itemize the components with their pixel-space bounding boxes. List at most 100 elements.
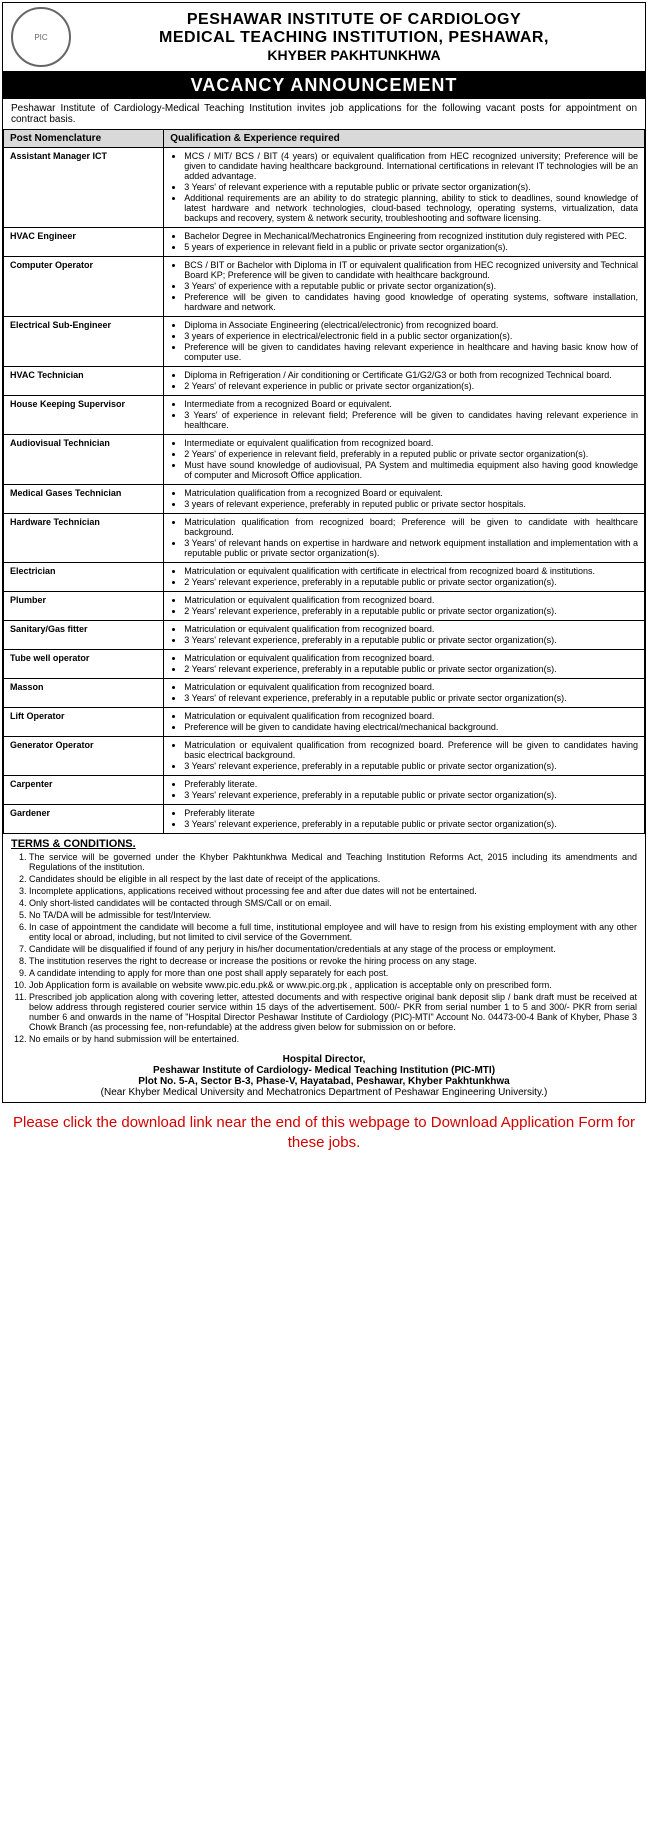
term-item: Candidate will be disqualified if found … (29, 944, 637, 954)
req-item: 3 Years' relevant experience, preferably… (184, 819, 638, 829)
req-item: Preferably literate (184, 808, 638, 818)
req-item: Preferably literate. (184, 779, 638, 789)
post-req-cell: Matriculation qualification from a recog… (164, 485, 645, 514)
post-name-cell: Plumber (4, 592, 164, 621)
req-item: 3 years of relevant experience, preferab… (184, 499, 638, 509)
req-item: Intermediate from a recognized Board or … (184, 399, 638, 409)
req-item: BCS / BIT or Bachelor with Diploma in IT… (184, 260, 638, 280)
footer-addr: Plot No. 5-A, Sector B-3, Phase-V, Hayat… (11, 1076, 637, 1087)
req-item: Matriculation qualification from recogni… (184, 517, 638, 537)
term-item: No TA/DA will be admissible for test/Int… (29, 910, 637, 920)
terms-header: TERMS & CONDITIONS. (3, 834, 645, 852)
req-item: 3 Years' of relevant experience with a r… (184, 182, 638, 192)
term-item: The institution reserves the right to de… (29, 956, 637, 966)
req-item: Additional requirements are an ability t… (184, 193, 638, 223)
post-name-cell: HVAC Engineer (4, 228, 164, 257)
intro-text: Peshawar Institute of Cardiology-Medical… (3, 99, 645, 129)
req-item: 3 Years' of experience with a reputable … (184, 281, 638, 291)
req-item: 2 Years' of relevant experience in publi… (184, 381, 638, 391)
post-req-cell: BCS / BIT or Bachelor with Diploma in IT… (164, 257, 645, 317)
term-item: A candidate intending to apply for more … (29, 968, 637, 978)
table-row: Electrical Sub-EngineerDiploma in Associ… (4, 317, 645, 367)
req-item: 3 Years' relevant experience, preferably… (184, 635, 638, 645)
table-row: Hardware Technician Matriculation qualifi… (4, 514, 645, 563)
table-row: HVAC Engineer Bachelor Degree in Mechanic… (4, 228, 645, 257)
req-item: 2 Years' relevant experience, preferably… (184, 577, 638, 587)
th-post: Post Nomenclature (4, 130, 164, 148)
post-req-cell: Diploma in Associate Engineering (electr… (164, 317, 645, 367)
post-req-cell: Matriculation qualification from recogni… (164, 514, 645, 563)
post-name-cell: Masson (4, 679, 164, 708)
post-name-cell: HVAC Technician (4, 367, 164, 396)
post-name-cell: Hardware Technician (4, 514, 164, 563)
header-line3: KHYBER PAKHTUNKHWA (71, 47, 637, 63)
table-row: Electrician Matriculation or equivalent q… (4, 563, 645, 592)
post-name-cell: Electrician (4, 563, 164, 592)
post-name-cell: Gardener (4, 805, 164, 834)
term-item: Incomplete applications, applications re… (29, 886, 637, 896)
terms-section: The service will be governed under the K… (3, 852, 645, 1050)
header-line2: MEDICAL TEACHING INSTITUTION, PESHAWAR, (71, 29, 637, 47)
req-item: Matriculation or equivalent qualificatio… (184, 711, 638, 721)
table-row: Computer Operator BCS / BIT or Bachelor w… (4, 257, 645, 317)
req-item: Preference will be given to candidate ha… (184, 722, 638, 732)
table-row: House Keeping Supervisor Intermediate fro… (4, 396, 645, 435)
table-row: Plumber Matriculation or equivalent quali… (4, 592, 645, 621)
req-item: 2 Years' relevant experience, preferably… (184, 664, 638, 674)
header-text: PESHAWAR INSTITUTE OF CARDIOLOGY MEDICAL… (71, 11, 637, 63)
post-req-cell: MCS / MIT/ BCS / BIT (4 years) or equiva… (164, 148, 645, 228)
req-item: 3 years of experience in electrical/elec… (184, 331, 638, 341)
req-item: Preference will be given to candidates h… (184, 342, 638, 362)
footer-org: Peshawar Institute of Cardiology- Medica… (11, 1065, 637, 1076)
term-item: Prescribed job application along with co… (29, 992, 637, 1032)
req-item: Diploma in Associate Engineering (electr… (184, 320, 638, 330)
post-req-cell: Preferably literate3 Years' relevant exp… (164, 805, 645, 834)
post-name-cell: Medical Gases Technician (4, 485, 164, 514)
req-item: Matriculation or equivalent qualificatio… (184, 653, 638, 663)
download-note: Please click the download link near the … (0, 1105, 648, 1160)
term-item: The service will be governed under the K… (29, 852, 637, 872)
req-item: Matriculation or equivalent qualificatio… (184, 740, 638, 760)
post-req-cell: Intermediate or equivalent qualification… (164, 435, 645, 485)
table-row: Masson Matriculation or equivalent qualif… (4, 679, 645, 708)
term-item: Only short-listed candidates will be con… (29, 898, 637, 908)
post-req-cell: Matriculation or equivalent qualificatio… (164, 592, 645, 621)
post-req-cell: Matriculation or equivalent qualificatio… (164, 621, 645, 650)
table-row: Medical Gases TechnicianMatriculation qu… (4, 485, 645, 514)
post-req-cell: Diploma in Refrigeration / Air condition… (164, 367, 645, 396)
post-name-cell: Computer Operator (4, 257, 164, 317)
term-item: Job Application form is available on web… (29, 980, 637, 990)
post-req-cell: Matriculation or equivalent qualificatio… (164, 679, 645, 708)
req-item: Matriculation or equivalent qualificatio… (184, 624, 638, 634)
post-name-cell: Tube well operator (4, 650, 164, 679)
req-item: Matriculation or equivalent qualificatio… (184, 682, 638, 692)
term-item: In case of appointment the candidate wil… (29, 922, 637, 942)
req-item: 3 Years' of experience in relevant field… (184, 410, 638, 430)
req-item: Bachelor Degree in Mechanical/Mechatroni… (184, 231, 638, 241)
req-item: Matriculation or equivalent qualificatio… (184, 595, 638, 605)
post-name-cell: Generator Operator (4, 737, 164, 776)
term-item: Candidates should be eligible in all res… (29, 874, 637, 884)
req-item: Intermediate or equivalent qualification… (184, 438, 638, 448)
post-req-cell: Matriculation or equivalent qualificatio… (164, 708, 645, 737)
table-row: Lift OperatorMatriculation or equivalent… (4, 708, 645, 737)
req-item: 3 Years' of relevant experience, prefera… (184, 693, 638, 703)
footer: Hospital Director, Peshawar Institute of… (3, 1050, 645, 1102)
header: PIC PESHAWAR INSTITUTE OF CARDIOLOGY MED… (3, 3, 645, 72)
th-qual: Qualification & Experience required (164, 130, 645, 148)
post-name-cell: Assistant Manager ICT (4, 148, 164, 228)
table-row: Assistant Manager ICTMCS / MIT/ BCS / BI… (4, 148, 645, 228)
post-req-cell: Matriculation or equivalent qualificatio… (164, 737, 645, 776)
post-name-cell: Carpenter (4, 776, 164, 805)
post-req-cell: Matriculation or equivalent qualificatio… (164, 563, 645, 592)
table-row: Generator Operator Matriculation or equiv… (4, 737, 645, 776)
req-item: Matriculation or equivalent qualificatio… (184, 566, 638, 576)
req-item: 3 Years' relevant experience, preferably… (184, 790, 638, 800)
table-row: Audiovisual TechnicianIntermediate or eq… (4, 435, 645, 485)
term-item: No emails or by hand submission will be … (29, 1034, 637, 1044)
document-page: PIC PESHAWAR INSTITUTE OF CARDIOLOGY MED… (2, 2, 646, 1103)
footer-title: Hospital Director, (11, 1054, 637, 1065)
req-item: 5 years of experience in relevant field … (184, 242, 638, 252)
post-name-cell: House Keeping Supervisor (4, 396, 164, 435)
footer-near: (Near Khyber Medical University and Mech… (11, 1087, 637, 1098)
